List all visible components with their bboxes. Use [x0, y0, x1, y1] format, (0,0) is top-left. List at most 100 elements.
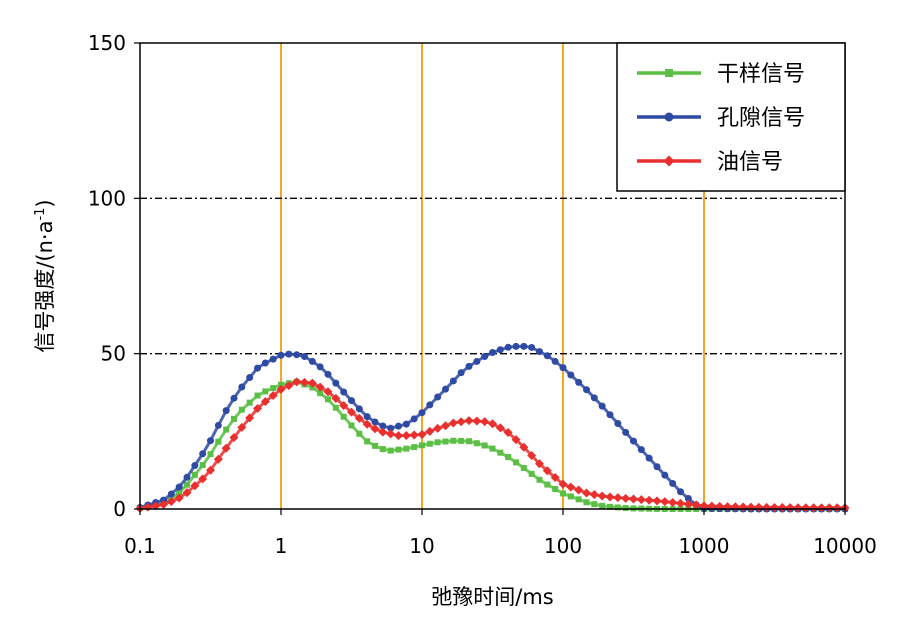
- data-point: [254, 364, 261, 372]
- data-point: [567, 371, 575, 379]
- data-point: [395, 446, 402, 453]
- data-point: [253, 403, 262, 413]
- legend-label: 孔隙信号: [717, 106, 805, 131]
- data-point: [254, 392, 261, 399]
- data-point: [513, 459, 519, 466]
- data-point: [222, 407, 230, 415]
- data-point: [622, 505, 629, 512]
- data-point: [245, 413, 255, 423]
- data-point: [419, 442, 425, 449]
- data-point: [613, 493, 623, 503]
- data-point: [270, 385, 277, 392]
- x-tick-label: 1000: [679, 534, 730, 558]
- data-point: [418, 409, 426, 417]
- data-point: [434, 393, 442, 401]
- data-point: [411, 444, 418, 451]
- data-point: [191, 471, 198, 478]
- data-point: [489, 445, 496, 452]
- data-point: [606, 411, 614, 419]
- x-tick-label: 100: [544, 534, 582, 558]
- data-point: [496, 346, 504, 354]
- data-point: [301, 352, 308, 360]
- data-point: [167, 490, 175, 498]
- data-point: [558, 479, 568, 489]
- data-point: [551, 357, 559, 365]
- data-point: [206, 465, 215, 475]
- data-point: [817, 503, 826, 513]
- data-point: [363, 413, 371, 421]
- y-tick-label: 0: [113, 497, 126, 521]
- data-point: [473, 440, 480, 447]
- data-point: [458, 437, 465, 444]
- data-point: [300, 377, 309, 387]
- data-point: [691, 500, 701, 510]
- data-point: [536, 348, 543, 356]
- data-point: [426, 401, 434, 409]
- data-point: [176, 489, 183, 496]
- series-line: [139, 380, 845, 510]
- legend-box: [616, 42, 846, 192]
- data-point: [511, 435, 521, 445]
- data-point: [307, 378, 317, 388]
- data-point: [488, 419, 497, 429]
- data-point: [285, 350, 293, 358]
- data-point: [665, 69, 673, 77]
- data-point: [441, 421, 450, 431]
- data-point: [777, 503, 787, 513]
- data-point: [503, 427, 513, 437]
- data-point: [442, 385, 449, 393]
- x-tick-label: 10000: [813, 534, 877, 558]
- data-point: [278, 381, 284, 388]
- data-point: [793, 503, 803, 513]
- data-point: [183, 473, 191, 481]
- data-point: [699, 501, 709, 511]
- data-point: [340, 388, 348, 396]
- data-point: [583, 386, 590, 394]
- data-point: [364, 438, 371, 445]
- data-point: [371, 418, 379, 426]
- data-point: [379, 446, 386, 453]
- data-point: [621, 493, 631, 503]
- data-point: [207, 437, 214, 445]
- data-point: [386, 429, 396, 439]
- data-point: [395, 422, 402, 430]
- data-point: [442, 438, 449, 445]
- data-point: [394, 431, 403, 441]
- data-point: [199, 450, 207, 458]
- data-point: [378, 427, 388, 437]
- data-point: [277, 351, 285, 359]
- data-point: [215, 438, 222, 445]
- data-point: [652, 496, 662, 506]
- data-point: [527, 450, 537, 460]
- data-point: [535, 459, 544, 469]
- data-point: [315, 382, 325, 392]
- data-point: [339, 400, 349, 410]
- data-point: [401, 431, 411, 441]
- data-point: [191, 462, 199, 470]
- data-point: [550, 472, 560, 482]
- legend-label: 油信号: [717, 150, 783, 175]
- series-group: [135, 377, 850, 513]
- data-point: [387, 447, 394, 454]
- legend-item: 干样信号: [637, 62, 805, 87]
- data-point: [207, 451, 214, 458]
- data-point: [512, 342, 520, 350]
- data-point: [379, 422, 387, 430]
- data-point: [449, 377, 457, 385]
- data-point: [230, 394, 238, 402]
- data-point: [190, 481, 200, 491]
- data-point: [184, 481, 190, 488]
- data-point: [605, 492, 615, 502]
- data-point: [457, 369, 465, 377]
- series-line: [139, 380, 845, 511]
- plot-frame: [139, 42, 846, 510]
- data-point: [677, 488, 684, 496]
- data-point: [582, 488, 591, 498]
- data-point: [664, 112, 674, 122]
- x-tick-label: 1: [275, 534, 288, 558]
- data-point: [542, 466, 552, 476]
- data-point: [362, 419, 372, 429]
- data-point: [661, 471, 669, 479]
- data-point: [505, 454, 512, 461]
